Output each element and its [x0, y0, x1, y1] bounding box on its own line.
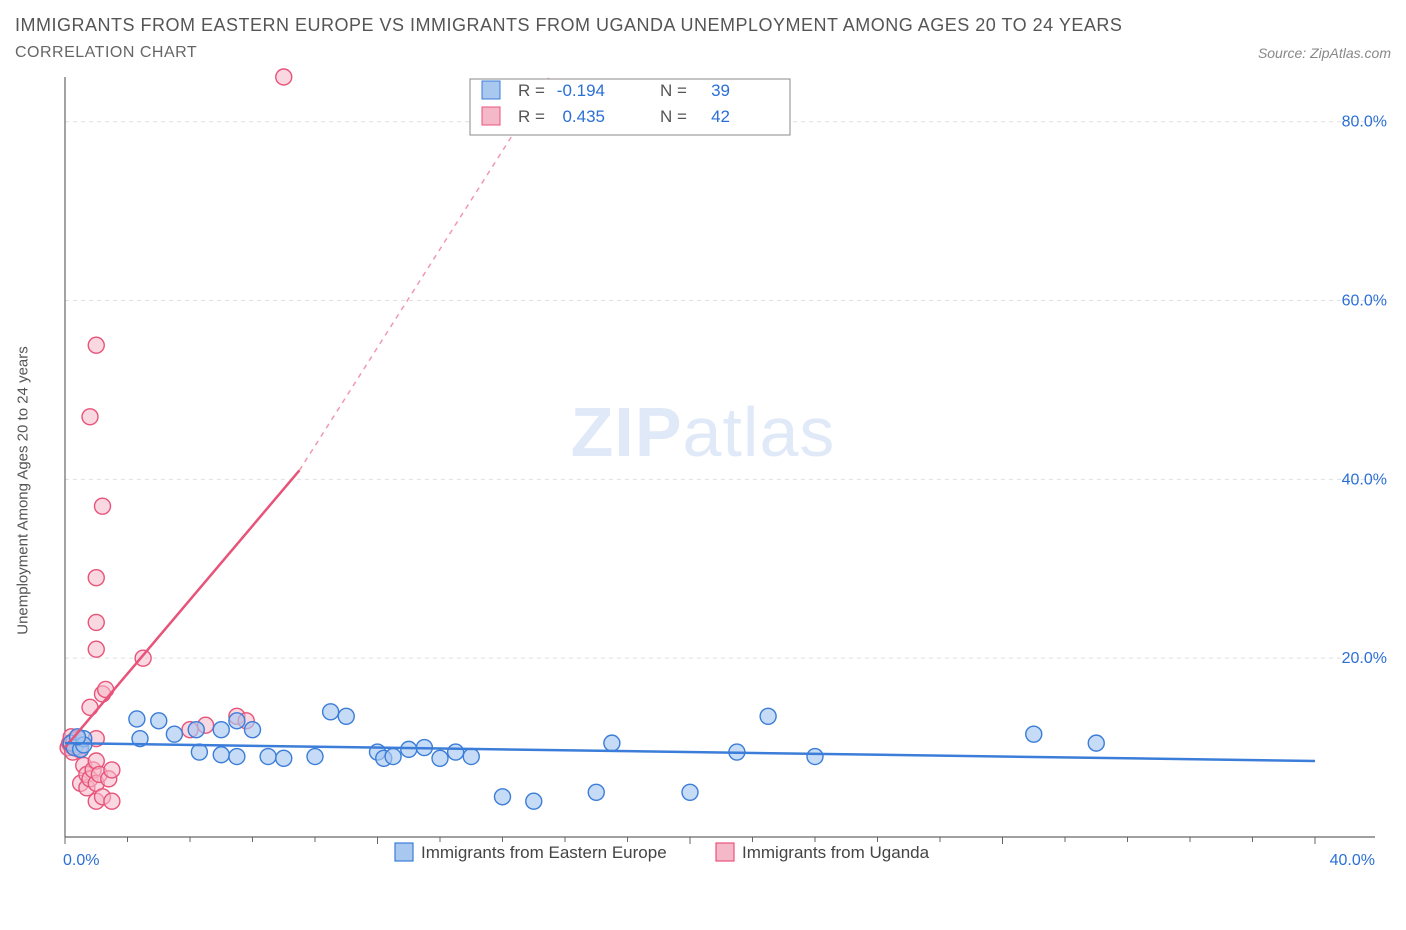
point-pink — [104, 793, 120, 809]
point-blue — [151, 713, 167, 729]
page-title: IMMIGRANTS FROM EASTERN EUROPE VS IMMIGR… — [15, 15, 1391, 36]
legend-swatch — [395, 843, 413, 861]
point-blue — [260, 749, 276, 765]
point-blue — [463, 749, 479, 765]
point-pink — [104, 762, 120, 778]
svg-text:R =: R = — [518, 107, 545, 126]
point-blue — [448, 744, 464, 760]
point-pink — [88, 641, 104, 657]
point-blue — [588, 784, 604, 800]
svg-text:80.0%: 80.0% — [1342, 114, 1387, 131]
stats-swatch — [482, 107, 500, 125]
stats-swatch — [482, 81, 500, 99]
scatter-chart: 0.0% 40.0% 20.0% 40.0% 60.0% 80.0% R = -0.194 N … — [15, 67, 1391, 897]
point-blue — [307, 749, 323, 765]
svg-text:0.0%: 0.0% — [63, 852, 99, 869]
point-pink — [95, 498, 111, 514]
point-pink — [82, 409, 98, 425]
point-blue — [188, 722, 204, 738]
legend-label: Immigrants from Uganda — [742, 843, 930, 862]
point-pink — [276, 69, 292, 85]
legend-label: Immigrants from Eastern Europe — [421, 843, 667, 862]
svg-text:42: 42 — [711, 107, 730, 126]
point-pink — [88, 614, 104, 630]
trend-pink-dash — [299, 77, 549, 470]
point-blue — [760, 708, 776, 724]
y-axis-label: Unemployment Among Ages 20 to 24 years — [15, 346, 32, 635]
point-pink — [98, 681, 114, 697]
svg-text:N =: N = — [660, 107, 687, 126]
point-blue — [229, 749, 245, 765]
svg-text:40.0%: 40.0% — [1342, 471, 1387, 488]
point-blue — [432, 750, 448, 766]
point-blue — [129, 711, 145, 727]
trend-blue — [65, 743, 1315, 761]
point-blue — [604, 735, 620, 751]
point-blue — [495, 789, 511, 805]
point-pink — [135, 650, 151, 666]
point-blue — [401, 741, 417, 757]
legend-swatch — [716, 843, 734, 861]
chart-area: Unemployment Among Ages 20 to 24 years Z… — [15, 67, 1391, 897]
point-blue — [338, 708, 354, 724]
point-pink — [88, 337, 104, 353]
point-blue — [323, 704, 339, 720]
svg-text:39: 39 — [711, 81, 730, 100]
point-blue — [213, 747, 229, 763]
subtitle-row: CORRELATION CHART Source: ZipAtlas.com — [15, 44, 1391, 62]
point-blue — [526, 793, 542, 809]
svg-text:40.0%: 40.0% — [1330, 852, 1375, 869]
point-blue — [213, 722, 229, 738]
point-blue — [385, 749, 401, 765]
point-pink — [88, 570, 104, 586]
source-label: Source: ZipAtlas.com — [1258, 45, 1391, 61]
point-blue — [191, 744, 207, 760]
point-blue — [276, 750, 292, 766]
point-blue — [1026, 726, 1042, 742]
svg-text:0.435: 0.435 — [562, 107, 605, 126]
svg-text:60.0%: 60.0% — [1342, 293, 1387, 310]
svg-text:R =: R = — [518, 81, 545, 100]
subtitle: CORRELATION CHART — [15, 44, 197, 62]
svg-text:20.0%: 20.0% — [1342, 650, 1387, 667]
point-blue — [682, 784, 698, 800]
point-blue — [245, 722, 261, 738]
point-blue — [807, 749, 823, 765]
point-blue — [1088, 735, 1104, 751]
svg-text:-0.194: -0.194 — [557, 81, 605, 100]
point-blue — [166, 726, 182, 742]
point-blue — [229, 713, 245, 729]
svg-text:N =: N = — [660, 81, 687, 100]
